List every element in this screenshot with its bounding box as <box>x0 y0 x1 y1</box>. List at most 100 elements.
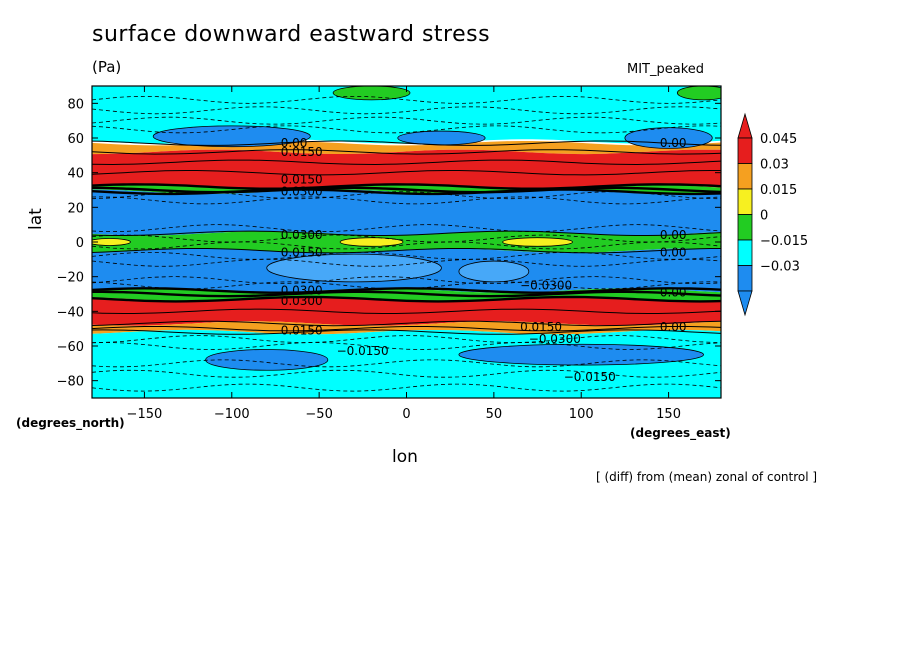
colorbar-swatch <box>737 239 753 266</box>
y-tick-label: 40 <box>67 167 84 182</box>
contour-line-dashed <box>92 234 721 243</box>
contour-line <box>92 140 721 146</box>
patch-3 <box>332 86 411 101</box>
contour-line-dashed <box>92 191 721 200</box>
colorbar-label: 0.015 <box>760 183 797 198</box>
contour-line <box>92 248 721 254</box>
contour-line <box>92 290 721 298</box>
contour-label: 0.00 <box>660 285 687 299</box>
footnote: [ (diff) from (mean) zonal of control ] <box>596 470 818 484</box>
patch-0 <box>152 125 311 148</box>
contour-line-dashed <box>92 335 721 344</box>
model-label: MIT_peaked <box>627 62 705 77</box>
contour-label: −0.0300 <box>529 332 581 346</box>
x-axis-unit: (degrees_east) <box>630 426 731 440</box>
contour-line <box>92 159 721 166</box>
patch-8 <box>266 253 442 283</box>
contour-line <box>92 183 721 190</box>
contour-label: −0.0150 <box>564 370 616 384</box>
y-tick-label: −80 <box>57 375 84 390</box>
y-tick-label: −60 <box>57 340 84 355</box>
patch-2 <box>624 127 713 149</box>
contour-line <box>92 188 721 196</box>
colorbar-label: −0.015 <box>760 234 808 249</box>
x-axis-label: lon <box>392 447 418 467</box>
y-tick-label: 80 <box>67 97 84 112</box>
colorbar-label: 0.045 <box>760 132 797 147</box>
patch-11 <box>458 343 704 366</box>
x-tick-label: 100 <box>569 407 594 422</box>
x-tick-label: −100 <box>214 407 250 422</box>
patch-4 <box>676 86 721 101</box>
x-tick-label: −150 <box>127 407 163 422</box>
contour-label: 0.00 <box>660 228 687 242</box>
contour-line-dashed <box>92 281 721 290</box>
contour-label: −0.0300 <box>520 278 572 292</box>
contour-line-dashed <box>92 125 721 134</box>
patch-9 <box>458 260 530 283</box>
y-tick-label: 20 <box>67 201 84 216</box>
colorbar-label: 0.03 <box>760 158 789 173</box>
contour-line-dashed <box>92 359 721 368</box>
contour-line-dashed <box>92 241 721 250</box>
y-axis-label: lat <box>26 208 46 230</box>
y-tick-label: 60 <box>67 132 84 147</box>
contour-line-dashed <box>92 369 721 378</box>
contour-label: 0.0300 <box>281 284 323 298</box>
chart-units: (Pa) <box>92 58 122 76</box>
band-5 <box>92 231 721 253</box>
contour-label: 0.00 <box>660 320 687 334</box>
contour-line-dashed <box>92 252 721 260</box>
contour-label: 0.0150 <box>281 323 323 337</box>
colorbar-arrow-bottom <box>737 290 753 317</box>
band-8 <box>92 297 721 326</box>
contour-line-dashed <box>92 106 721 115</box>
contour-label: −0.0150 <box>337 344 389 358</box>
contour-line-dashed <box>92 95 721 104</box>
patch-6 <box>339 237 404 247</box>
x-tick-label: 150 <box>656 407 681 422</box>
patch-10 <box>205 349 329 371</box>
y-axis-unit: (degrees_north) <box>16 416 125 430</box>
colorbar-label: −0.03 <box>760 260 800 275</box>
colorbar-swatch <box>737 265 753 292</box>
y-tick-label: 0 <box>76 236 84 251</box>
y-tick-label: −20 <box>57 271 84 286</box>
colorbar-swatch <box>737 214 753 241</box>
contour-label: 0.0300 <box>281 185 323 199</box>
contour-label: 0.0150 <box>520 320 562 334</box>
contour-line <box>92 230 721 236</box>
contour-label: 0.00 <box>660 136 687 150</box>
y-tick-label: −40 <box>57 305 84 320</box>
contour-line-dashed <box>92 116 721 125</box>
contour-label: 0.00 <box>660 245 687 259</box>
patch-7 <box>502 237 573 247</box>
contour-line <box>92 320 721 327</box>
contour-line <box>92 326 721 332</box>
contour-line <box>92 295 721 303</box>
contour-line <box>92 329 721 335</box>
chart-title: surface downward eastward stress <box>92 22 491 47</box>
contour-label: 0.00 <box>281 136 308 150</box>
colorbar-arrow-top <box>737 112 753 139</box>
contour-line-dashed <box>92 258 721 267</box>
patch-5 <box>92 238 131 246</box>
contour-line-dashed <box>92 224 721 233</box>
contour-line-dashed <box>92 196 721 205</box>
contour-label: 0.0150 <box>281 173 323 187</box>
x-tick-label: −50 <box>305 407 332 422</box>
patch-1 <box>397 130 486 146</box>
x-tick-label: 50 <box>486 407 503 422</box>
contour-line-dashed <box>92 383 721 392</box>
contour-line <box>92 170 721 176</box>
contour-line <box>92 149 721 155</box>
band-4 <box>92 189 721 236</box>
contour-line-dashed <box>92 342 721 350</box>
contour-line <box>92 308 721 314</box>
colorbar-swatch <box>737 137 753 164</box>
contour-label: 0.0150 <box>281 245 323 259</box>
colorbar-swatch <box>737 188 753 215</box>
contour-line-dashed <box>92 276 721 285</box>
contour-label: 0.0300 <box>281 294 323 308</box>
